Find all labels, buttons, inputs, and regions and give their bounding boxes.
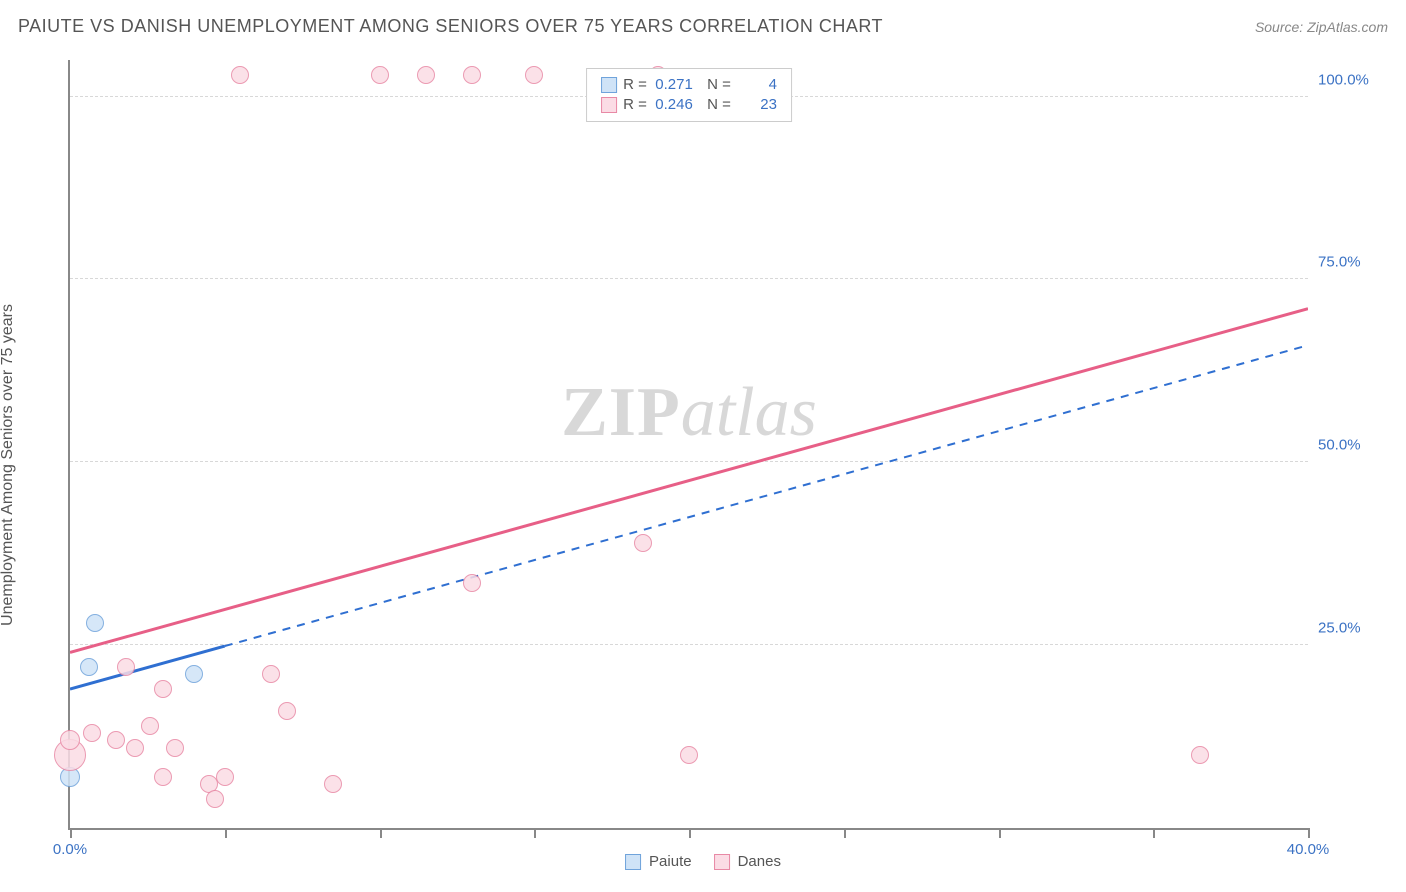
data-point-danes xyxy=(206,790,224,808)
data-point-danes xyxy=(117,658,135,676)
gridline xyxy=(70,644,1308,645)
data-point-danes xyxy=(324,775,342,793)
x-tick xyxy=(689,828,691,838)
x-tick-label: 40.0% xyxy=(1287,841,1330,858)
trend-lines xyxy=(70,60,1308,828)
x-tick xyxy=(1308,828,1310,838)
legend-label-paiute: Paiute xyxy=(649,853,692,870)
x-tick xyxy=(380,828,382,838)
data-point-paiute xyxy=(86,614,104,632)
r-label: R = xyxy=(623,75,647,95)
n-label: N = xyxy=(699,75,731,95)
data-point-danes xyxy=(463,66,481,84)
data-point-danes xyxy=(83,724,101,742)
plot-region: ZIPatlas R = 0.271 N = 4 R = 0.246 N = 2… xyxy=(68,60,1308,830)
stats-row-paiute: R = 0.271 N = 4 xyxy=(601,75,777,95)
trendline-paiute-dashed xyxy=(225,345,1308,646)
data-point-danes xyxy=(60,730,80,750)
data-point-paiute xyxy=(80,658,98,676)
data-point-danes xyxy=(154,768,172,786)
y-axis-label: Unemployment Among Seniors over 75 years xyxy=(0,304,17,626)
data-point-danes xyxy=(262,665,280,683)
data-point-danes xyxy=(417,66,435,84)
x-tick xyxy=(70,828,72,838)
legend-swatch-paiute xyxy=(625,854,641,870)
y-tick-label: 50.0% xyxy=(1318,437,1378,454)
series-legend: Paiute Danes xyxy=(625,853,781,870)
data-point-paiute xyxy=(185,665,203,683)
n-label: N = xyxy=(699,95,731,115)
x-tick-label: 0.0% xyxy=(53,841,87,858)
watermark-atlas: atlas xyxy=(681,374,817,451)
x-tick xyxy=(844,828,846,838)
data-point-danes xyxy=(1191,746,1209,764)
x-tick xyxy=(999,828,1001,838)
gridline xyxy=(70,278,1308,279)
legend-label-danes: Danes xyxy=(738,853,781,870)
data-point-danes xyxy=(463,574,481,592)
chart-title: PAIUTE VS DANISH UNEMPLOYMENT AMONG SENI… xyxy=(18,16,883,37)
legend-item-paiute: Paiute xyxy=(625,853,692,870)
watermark-zip: ZIP xyxy=(561,374,681,451)
r-value-paiute: 0.271 xyxy=(653,75,693,95)
x-tick xyxy=(534,828,536,838)
trendline-danes xyxy=(70,309,1308,653)
watermark: ZIPatlas xyxy=(561,373,817,453)
chart-source: Source: ZipAtlas.com xyxy=(1255,19,1388,35)
swatch-danes xyxy=(601,97,617,113)
x-tick xyxy=(1153,828,1155,838)
data-point-danes xyxy=(371,66,389,84)
r-value-danes: 0.246 xyxy=(653,95,693,115)
gridline xyxy=(70,461,1308,462)
chart-header: PAIUTE VS DANISH UNEMPLOYMENT AMONG SENI… xyxy=(18,16,1388,37)
y-tick-label: 25.0% xyxy=(1318,620,1378,637)
x-tick xyxy=(225,828,227,838)
n-value-paiute: 4 xyxy=(737,75,777,95)
data-point-danes xyxy=(216,768,234,786)
chart-area: Unemployment Among Seniors over 75 years… xyxy=(18,50,1388,880)
data-point-danes xyxy=(231,66,249,84)
data-point-danes xyxy=(166,739,184,757)
y-tick-label: 100.0% xyxy=(1318,71,1378,88)
n-value-danes: 23 xyxy=(737,95,777,115)
data-point-danes xyxy=(107,731,125,749)
stats-legend: R = 0.271 N = 4 R = 0.246 N = 23 xyxy=(586,68,792,122)
data-point-danes xyxy=(141,717,159,735)
y-tick-label: 75.0% xyxy=(1318,254,1378,271)
legend-swatch-danes xyxy=(714,854,730,870)
data-point-danes xyxy=(278,702,296,720)
data-point-danes xyxy=(154,680,172,698)
data-point-danes xyxy=(680,746,698,764)
stats-row-danes: R = 0.246 N = 23 xyxy=(601,95,777,115)
legend-item-danes: Danes xyxy=(714,853,781,870)
data-point-danes xyxy=(126,739,144,757)
data-point-danes xyxy=(525,66,543,84)
swatch-paiute xyxy=(601,77,617,93)
data-point-danes xyxy=(634,534,652,552)
r-label: R = xyxy=(623,95,647,115)
